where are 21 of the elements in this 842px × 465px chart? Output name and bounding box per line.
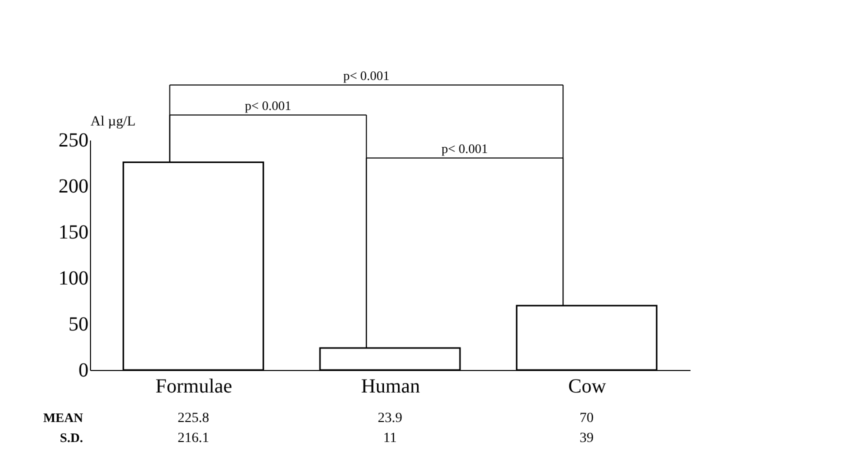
y-tick-label: 100 <box>58 268 88 290</box>
text: p< 0.001 <box>244 98 292 113</box>
y-tick-label: 50 <box>68 314 88 336</box>
y-axis-title: Al µg/L <box>90 114 136 130</box>
data-label: 225.8 <box>178 411 210 426</box>
annotation: p< 0.001 <box>442 141 488 156</box>
text: 216.1 <box>178 431 210 446</box>
x-tick-label: Human <box>361 376 420 398</box>
data-label: 23.9 <box>378 411 402 426</box>
y-tick-label: 250 <box>58 130 88 152</box>
y-tick-label: 0 <box>78 360 88 382</box>
y-tick-label: 150 <box>58 222 88 244</box>
y-tick-label: 200 <box>58 176 88 198</box>
text: 11 <box>383 431 397 446</box>
x-tick-label: Cow <box>568 376 607 398</box>
text: S.D. <box>60 430 83 445</box>
text: 39 <box>580 431 594 446</box>
text: p< 0.001 <box>343 68 390 83</box>
x-tick-label: Formulae <box>156 376 232 398</box>
data-label: 70 <box>580 411 594 426</box>
text: MEAN <box>43 410 84 425</box>
